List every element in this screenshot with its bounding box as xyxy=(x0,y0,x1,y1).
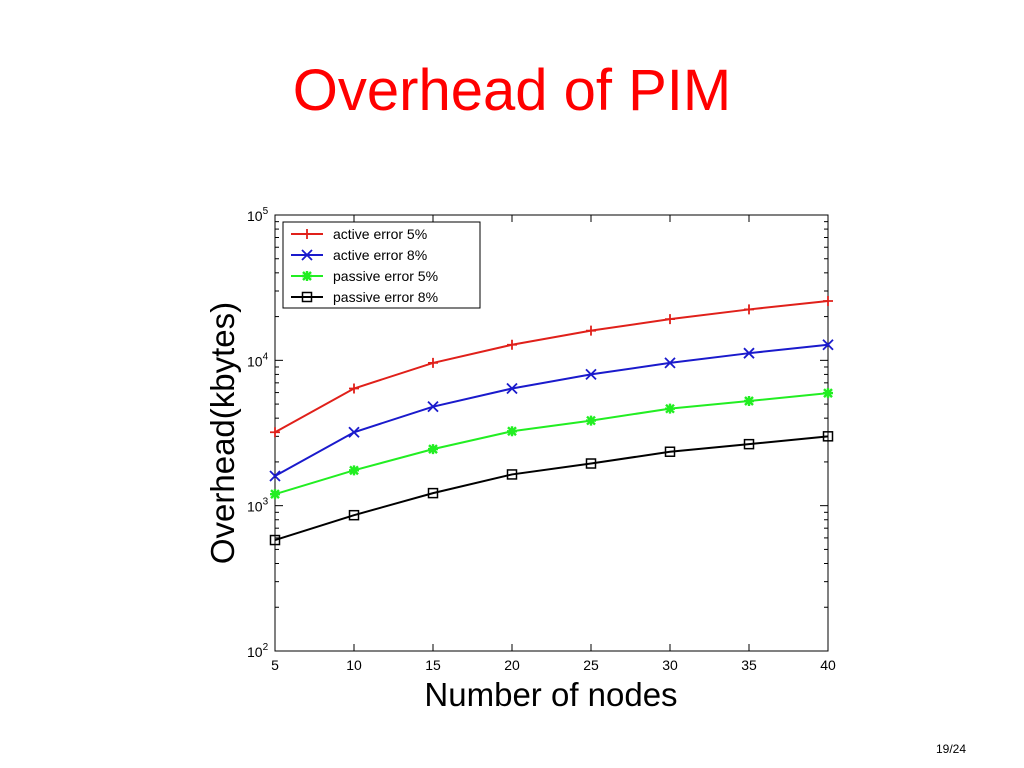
data-point-marker xyxy=(823,296,833,307)
data-point-marker xyxy=(585,458,597,469)
minor-ticks xyxy=(275,221,828,608)
data-point-marker xyxy=(427,401,439,413)
series-active-error-5- xyxy=(270,296,833,438)
x-tick-label: 35 xyxy=(741,657,757,673)
legend-label: passive error 5% xyxy=(333,268,438,284)
series-layer xyxy=(269,296,834,546)
legend-entry: active error 8% xyxy=(291,247,427,263)
data-point-marker xyxy=(823,388,833,399)
series-active-error-8- xyxy=(269,339,834,482)
x-tick-label: 15 xyxy=(425,657,441,673)
y-tick-label: 102 xyxy=(247,642,269,660)
major-ticks xyxy=(274,214,829,652)
x-tick-label: 5 xyxy=(271,657,279,673)
series-passive-error-8- xyxy=(269,431,834,546)
data-point-marker xyxy=(302,271,312,281)
y-tick-label: 104 xyxy=(247,351,269,369)
data-point-marker xyxy=(270,489,280,500)
legend-label: active error 5% xyxy=(333,226,427,242)
data-point-marker xyxy=(301,249,313,261)
legend-entry: active error 5% xyxy=(291,226,427,242)
data-point-marker xyxy=(744,396,754,407)
data-point-marker xyxy=(585,368,597,381)
data-point-marker xyxy=(664,357,676,369)
data-point-marker xyxy=(743,438,755,450)
data-point-marker xyxy=(506,382,518,395)
legend-entry: passive error 8% xyxy=(291,289,438,305)
data-point-marker xyxy=(822,431,834,442)
data-point-marker xyxy=(586,325,596,336)
x-tick-label: 10 xyxy=(346,657,362,673)
series-line xyxy=(274,392,829,496)
series-passive-error-5- xyxy=(270,388,833,500)
data-point-marker xyxy=(665,403,675,414)
legend-label: passive error 8% xyxy=(333,289,438,305)
x-axis-label: Number of nodes xyxy=(424,676,677,713)
data-point-marker xyxy=(822,339,834,351)
data-point-marker xyxy=(507,426,517,437)
data-point-marker xyxy=(269,470,281,482)
legend-box xyxy=(282,221,481,309)
data-point-marker xyxy=(428,357,438,368)
data-point-marker xyxy=(506,469,518,480)
page-number: 19/24 xyxy=(935,742,966,756)
data-point-marker xyxy=(744,304,754,315)
data-point-marker xyxy=(348,426,360,438)
x-tick-labels: 5 10 15 20 25 30 35 40 xyxy=(271,657,836,673)
data-point-marker xyxy=(665,314,675,325)
data-point-marker xyxy=(586,415,596,426)
x-tick-label: 20 xyxy=(504,657,520,673)
y-tick-labels: 102 103 104 105 xyxy=(247,206,269,660)
x-tick-label: 25 xyxy=(583,657,599,673)
legend-label: active error 8% xyxy=(333,247,427,263)
legend: active error 5% active error 8% passive er… xyxy=(282,221,481,309)
data-point-marker xyxy=(349,383,359,394)
data-point-marker xyxy=(349,465,359,476)
y-tick-label: 103 xyxy=(247,497,269,515)
slide-title: Overhead of PIM xyxy=(292,58,732,123)
series-line xyxy=(274,300,829,434)
series-line xyxy=(274,343,829,477)
data-point-marker xyxy=(348,509,360,521)
x-tick-label: 30 xyxy=(662,657,678,673)
data-point-marker xyxy=(743,347,755,359)
series-line xyxy=(274,435,829,542)
data-point-marker xyxy=(507,339,517,350)
data-point-marker xyxy=(427,487,439,499)
data-point-marker xyxy=(302,229,312,239)
data-point-marker xyxy=(270,427,280,438)
legend-entry: passive error 5% xyxy=(291,268,438,284)
data-point-marker xyxy=(269,534,281,546)
data-point-marker xyxy=(301,291,313,303)
data-point-marker xyxy=(428,444,438,455)
y-axis-label: Overhead(kbytes) xyxy=(204,302,241,564)
y-tick-label: 105 xyxy=(247,206,269,224)
x-tick-label: 40 xyxy=(820,657,836,673)
data-point-marker xyxy=(664,446,676,457)
